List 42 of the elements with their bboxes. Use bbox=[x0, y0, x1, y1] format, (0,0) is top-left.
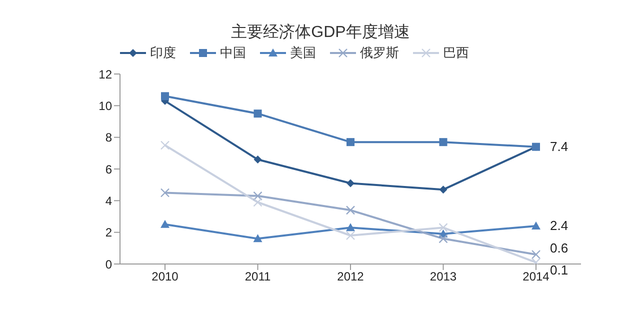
chart-title: 主要经济体GDP年度增速 bbox=[230, 22, 411, 43]
point bbox=[346, 179, 354, 188]
point bbox=[346, 138, 354, 146]
y-tick-label: 10 bbox=[98, 98, 112, 113]
x-tick-label: 2011 bbox=[244, 270, 271, 284]
point bbox=[346, 206, 356, 215]
y-tick-label: 12 bbox=[98, 67, 112, 82]
x-tick-label: 2014 bbox=[522, 270, 550, 284]
y-tick-label: 8 bbox=[105, 130, 112, 145]
data-label: 0.6 bbox=[550, 240, 568, 256]
y-tick-label: 4 bbox=[105, 194, 112, 208]
point bbox=[160, 140, 170, 150]
legend-label: 美国 bbox=[290, 44, 316, 62]
point bbox=[346, 230, 356, 240]
point bbox=[254, 110, 262, 118]
y-tick-label: 6 bbox=[105, 162, 112, 176]
point bbox=[160, 188, 170, 198]
point bbox=[253, 234, 262, 242]
point bbox=[254, 156, 262, 164]
legend-label: 中国 bbox=[220, 44, 246, 62]
x-tick-label: 2012 bbox=[337, 270, 364, 284]
data-label: 2.4 bbox=[550, 218, 568, 233]
point bbox=[161, 92, 169, 100]
x-tick-label: 2013 bbox=[430, 270, 457, 284]
point bbox=[439, 186, 448, 194]
point bbox=[531, 250, 541, 260]
y-tick-label: 2 bbox=[105, 226, 112, 240]
point bbox=[160, 220, 170, 228]
point bbox=[253, 191, 262, 201]
legend-label: 印度 bbox=[150, 44, 176, 62]
point bbox=[346, 223, 355, 232]
point bbox=[438, 222, 448, 232]
point bbox=[439, 138, 448, 146]
point bbox=[532, 222, 540, 230]
y-tick-label: 0 bbox=[105, 257, 112, 272]
legend-label: 巴西 bbox=[443, 44, 469, 62]
legend-label: 俄罗斯 bbox=[360, 44, 399, 62]
x-tick-label: 2010 bbox=[152, 270, 179, 284]
data-label: 7.4 bbox=[550, 138, 568, 154]
point bbox=[438, 234, 448, 244]
data-label: 0.1 bbox=[550, 262, 568, 278]
point bbox=[253, 198, 262, 207]
